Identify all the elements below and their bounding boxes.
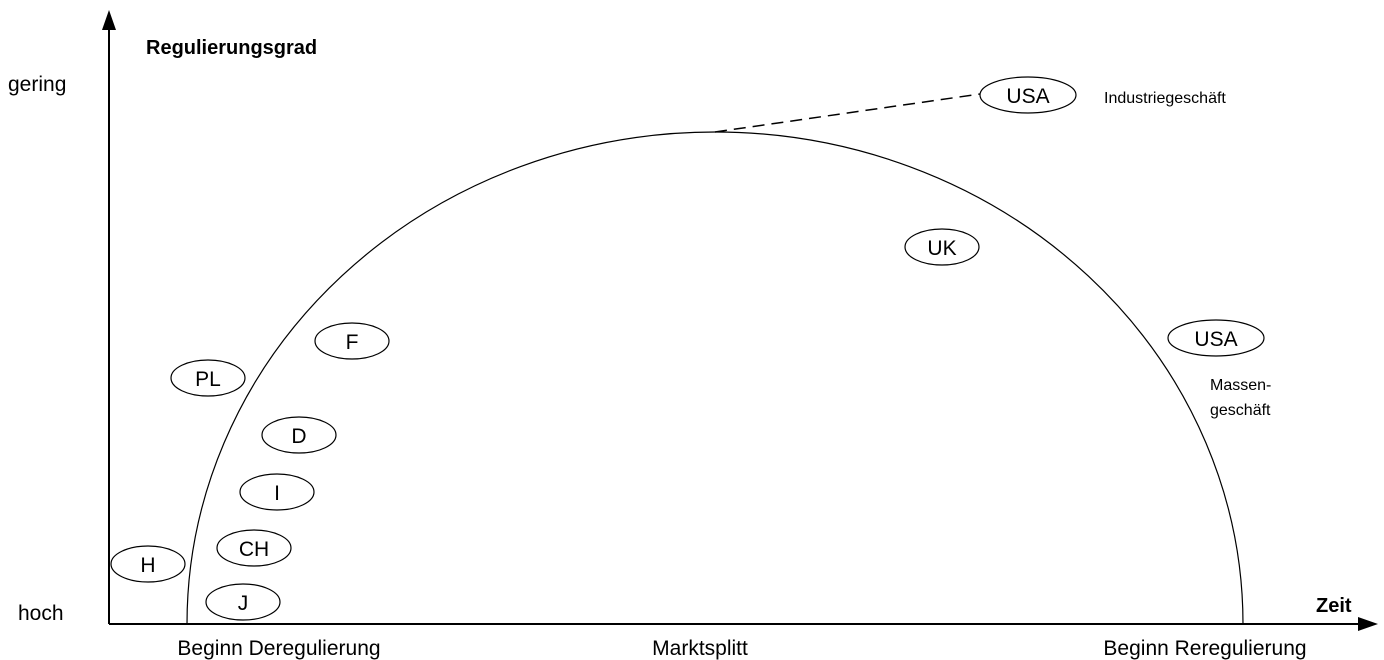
country-bubble-j: J [205, 583, 281, 621]
x-label-beginn-reregulierung: Beginn Reregulierung [1103, 637, 1306, 660]
x-axis-arrowhead [1358, 617, 1378, 631]
x-label-beginn-deregulierung: Beginn Deregulierung [177, 637, 380, 660]
x-axis-title: Zeit [1316, 595, 1352, 617]
country-bubble-uk: UK [904, 228, 980, 266]
industry-dashed-line [714, 93, 981, 133]
y-axis-arrowhead [102, 10, 116, 30]
country-bubble-h: H [110, 545, 186, 583]
x-label-marktsplitt: Marktsplitt [652, 637, 748, 660]
country-label: J [238, 592, 249, 615]
country-label: D [291, 425, 306, 448]
country-bubble-usa-industry: USA [979, 76, 1077, 114]
country-bubble-ch: CH [216, 529, 292, 567]
y-axis-top-label: gering [8, 73, 66, 96]
country-label: CH [239, 538, 269, 561]
note-massen: Massen- [1210, 377, 1271, 394]
country-label: F [346, 331, 359, 354]
country-bubble-d: D [261, 416, 337, 454]
y-axis-title: Regulierungsgrad [146, 37, 317, 59]
country-bubble-f: F [314, 322, 390, 360]
country-label: UK [927, 237, 956, 260]
country-label: I [274, 482, 280, 505]
regulation-curve [186, 131, 1244, 625]
note-geschaeft: geschäft [1210, 402, 1271, 419]
country-label: H [140, 554, 155, 577]
country-label: USA [1006, 85, 1049, 108]
y-axis-bottom-label: hoch [18, 602, 64, 625]
country-bubble-usa-mass: USA [1167, 319, 1265, 357]
country-bubble-pl: PL [170, 359, 246, 397]
country-label: PL [195, 368, 221, 391]
note-industriegeschaeft: Industriegeschäft [1104, 90, 1226, 107]
country-label: USA [1194, 328, 1237, 351]
country-bubble-i: I [239, 473, 315, 511]
